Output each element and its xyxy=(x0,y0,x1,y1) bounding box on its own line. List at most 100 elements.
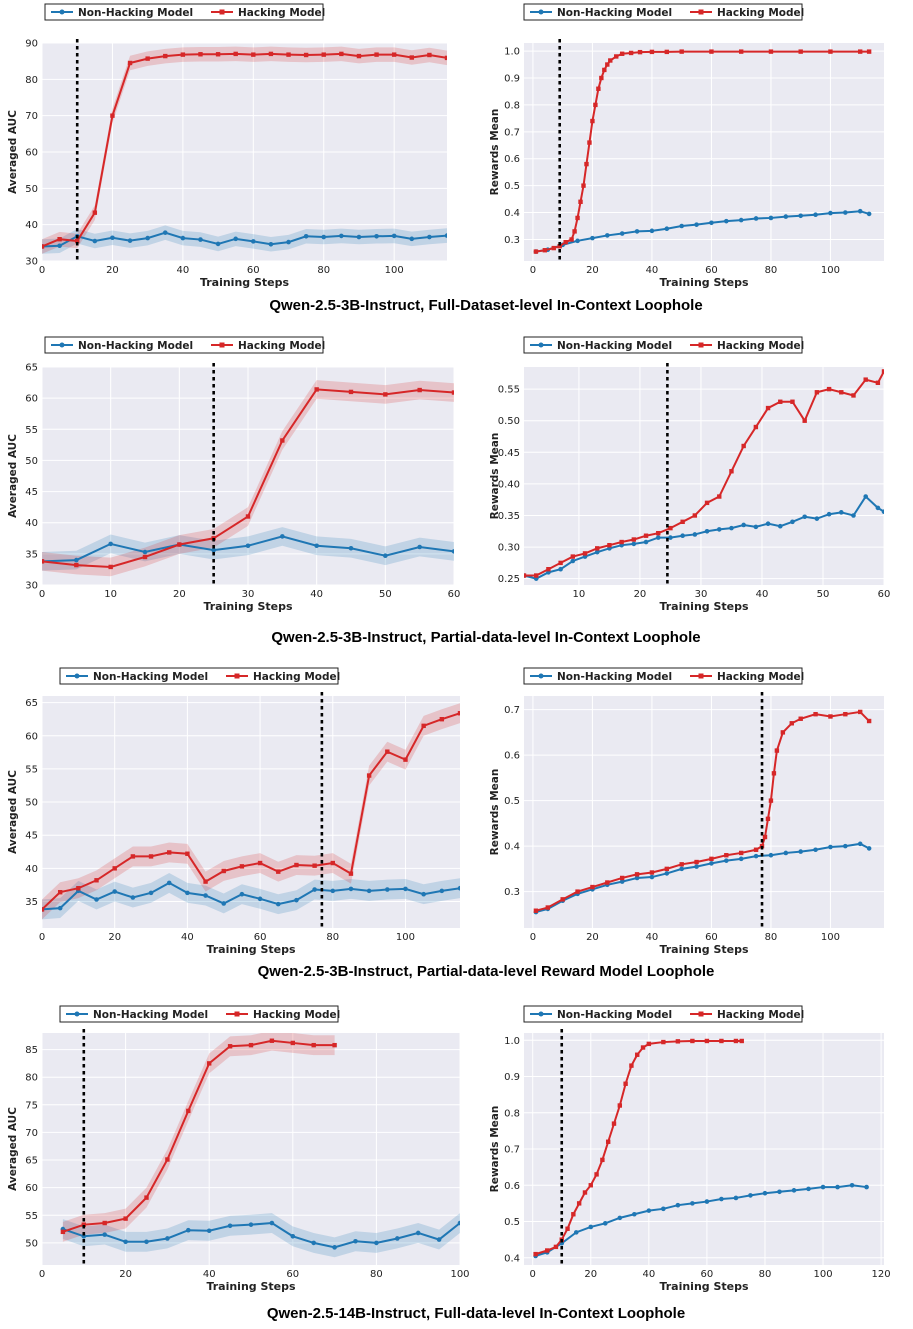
data-point xyxy=(838,510,844,515)
legend-marker xyxy=(219,9,225,15)
data-point xyxy=(587,140,592,145)
confidence-band xyxy=(42,527,454,571)
x-axis-label: Training Steps xyxy=(659,943,749,956)
y-tick-label: 0.50 xyxy=(498,416,520,427)
data-point xyxy=(144,1239,149,1245)
data-point xyxy=(221,868,226,874)
data-point xyxy=(582,551,588,556)
data-point xyxy=(802,514,807,520)
data-point xyxy=(631,541,637,547)
data-point xyxy=(42,907,45,912)
data-point xyxy=(780,730,786,735)
legend-marker xyxy=(698,1011,704,1017)
data-point xyxy=(828,210,833,216)
data-point xyxy=(768,798,774,803)
x-tick-label: 40 xyxy=(177,265,190,276)
data-point xyxy=(692,532,698,537)
x-tick-label: 60 xyxy=(878,589,891,600)
data-point xyxy=(163,53,168,59)
data-point xyxy=(866,718,872,724)
x-axis-label: Training Steps xyxy=(200,276,290,289)
x-tick-label: 40 xyxy=(203,1269,216,1280)
y-tick-label: 0.9 xyxy=(504,1072,520,1083)
data-point xyxy=(694,859,699,865)
y-tick-label: 45 xyxy=(25,487,38,498)
data-point xyxy=(339,51,344,57)
data-point xyxy=(753,847,759,852)
data-point xyxy=(875,380,881,385)
data-point xyxy=(643,533,649,538)
data-point xyxy=(866,49,872,54)
data-point xyxy=(180,52,186,57)
data-point xyxy=(649,228,655,234)
x-tick-label: 100 xyxy=(385,265,404,276)
data-point xyxy=(57,890,63,895)
data-point xyxy=(348,545,354,551)
data-point xyxy=(738,49,744,54)
data-point xyxy=(57,237,62,242)
data-point xyxy=(857,208,863,214)
data-point xyxy=(321,52,326,57)
data-point xyxy=(444,233,447,238)
x-tick-label: 0 xyxy=(530,265,536,276)
legend-label: Non-Hacking Model xyxy=(557,340,672,352)
plot-body xyxy=(42,703,460,920)
data-point xyxy=(802,418,807,423)
data-point xyxy=(130,854,136,859)
data-point xyxy=(145,235,150,241)
data-point xyxy=(828,49,833,54)
y-tick-label: 0.40 xyxy=(498,479,520,490)
x-tick-label: 20 xyxy=(119,1269,132,1280)
data-point xyxy=(828,714,833,719)
data-point xyxy=(777,1189,782,1195)
data-point xyxy=(753,424,759,430)
data-point xyxy=(798,213,803,219)
data-point xyxy=(704,1199,710,1204)
data-point xyxy=(391,52,397,57)
data-point xyxy=(42,559,45,564)
data-point xyxy=(186,1108,191,1114)
data-point xyxy=(709,49,714,54)
legend-label: Hacking Model xyxy=(717,671,804,683)
data-point xyxy=(664,871,670,876)
data-point xyxy=(753,524,759,530)
data-point xyxy=(457,711,460,716)
x-tick-label: 100 xyxy=(450,1269,469,1280)
data-point xyxy=(572,229,577,234)
data-point xyxy=(790,399,795,404)
plot-body xyxy=(524,369,884,581)
data-point xyxy=(203,893,208,898)
y-tick-label: 1.0 xyxy=(504,1036,520,1047)
data-point xyxy=(75,238,80,244)
data-point xyxy=(385,749,390,754)
y-tick-label: 0.5 xyxy=(504,181,520,192)
data-point xyxy=(778,399,783,404)
y-tick-label: 30 xyxy=(25,257,38,268)
data-point xyxy=(771,771,777,776)
data-point xyxy=(42,244,45,249)
plot-body xyxy=(533,49,872,254)
data-point xyxy=(576,1201,582,1206)
data-point xyxy=(457,1220,460,1226)
data-point xyxy=(74,557,79,563)
data-point xyxy=(280,534,285,539)
data-point xyxy=(533,908,539,913)
confidence-band xyxy=(62,1213,460,1258)
data-point xyxy=(704,500,710,506)
data-point xyxy=(664,49,670,55)
x-tick-label: 20 xyxy=(173,589,186,600)
y-tick-label: 0.5 xyxy=(504,796,520,807)
panel-r1r: 0 20 40 60 80 100 0.3 0.4 0.5 0.6 0.7 0.8 0.9 1.0 Trai… xyxy=(489,3,884,289)
data-point xyxy=(366,773,372,778)
data-point xyxy=(857,841,863,847)
data-point xyxy=(108,541,113,547)
legend-label: Hacking Model xyxy=(253,671,340,683)
legend: Non-Hacking Model Hacking Model xyxy=(59,1005,340,1023)
legend-marker xyxy=(234,1011,240,1017)
data-point xyxy=(717,494,722,499)
data-point xyxy=(303,233,309,239)
data-point xyxy=(826,511,832,517)
data-point xyxy=(675,1039,681,1044)
y-tick-label: 70 xyxy=(25,1128,38,1139)
data-point xyxy=(198,237,203,242)
